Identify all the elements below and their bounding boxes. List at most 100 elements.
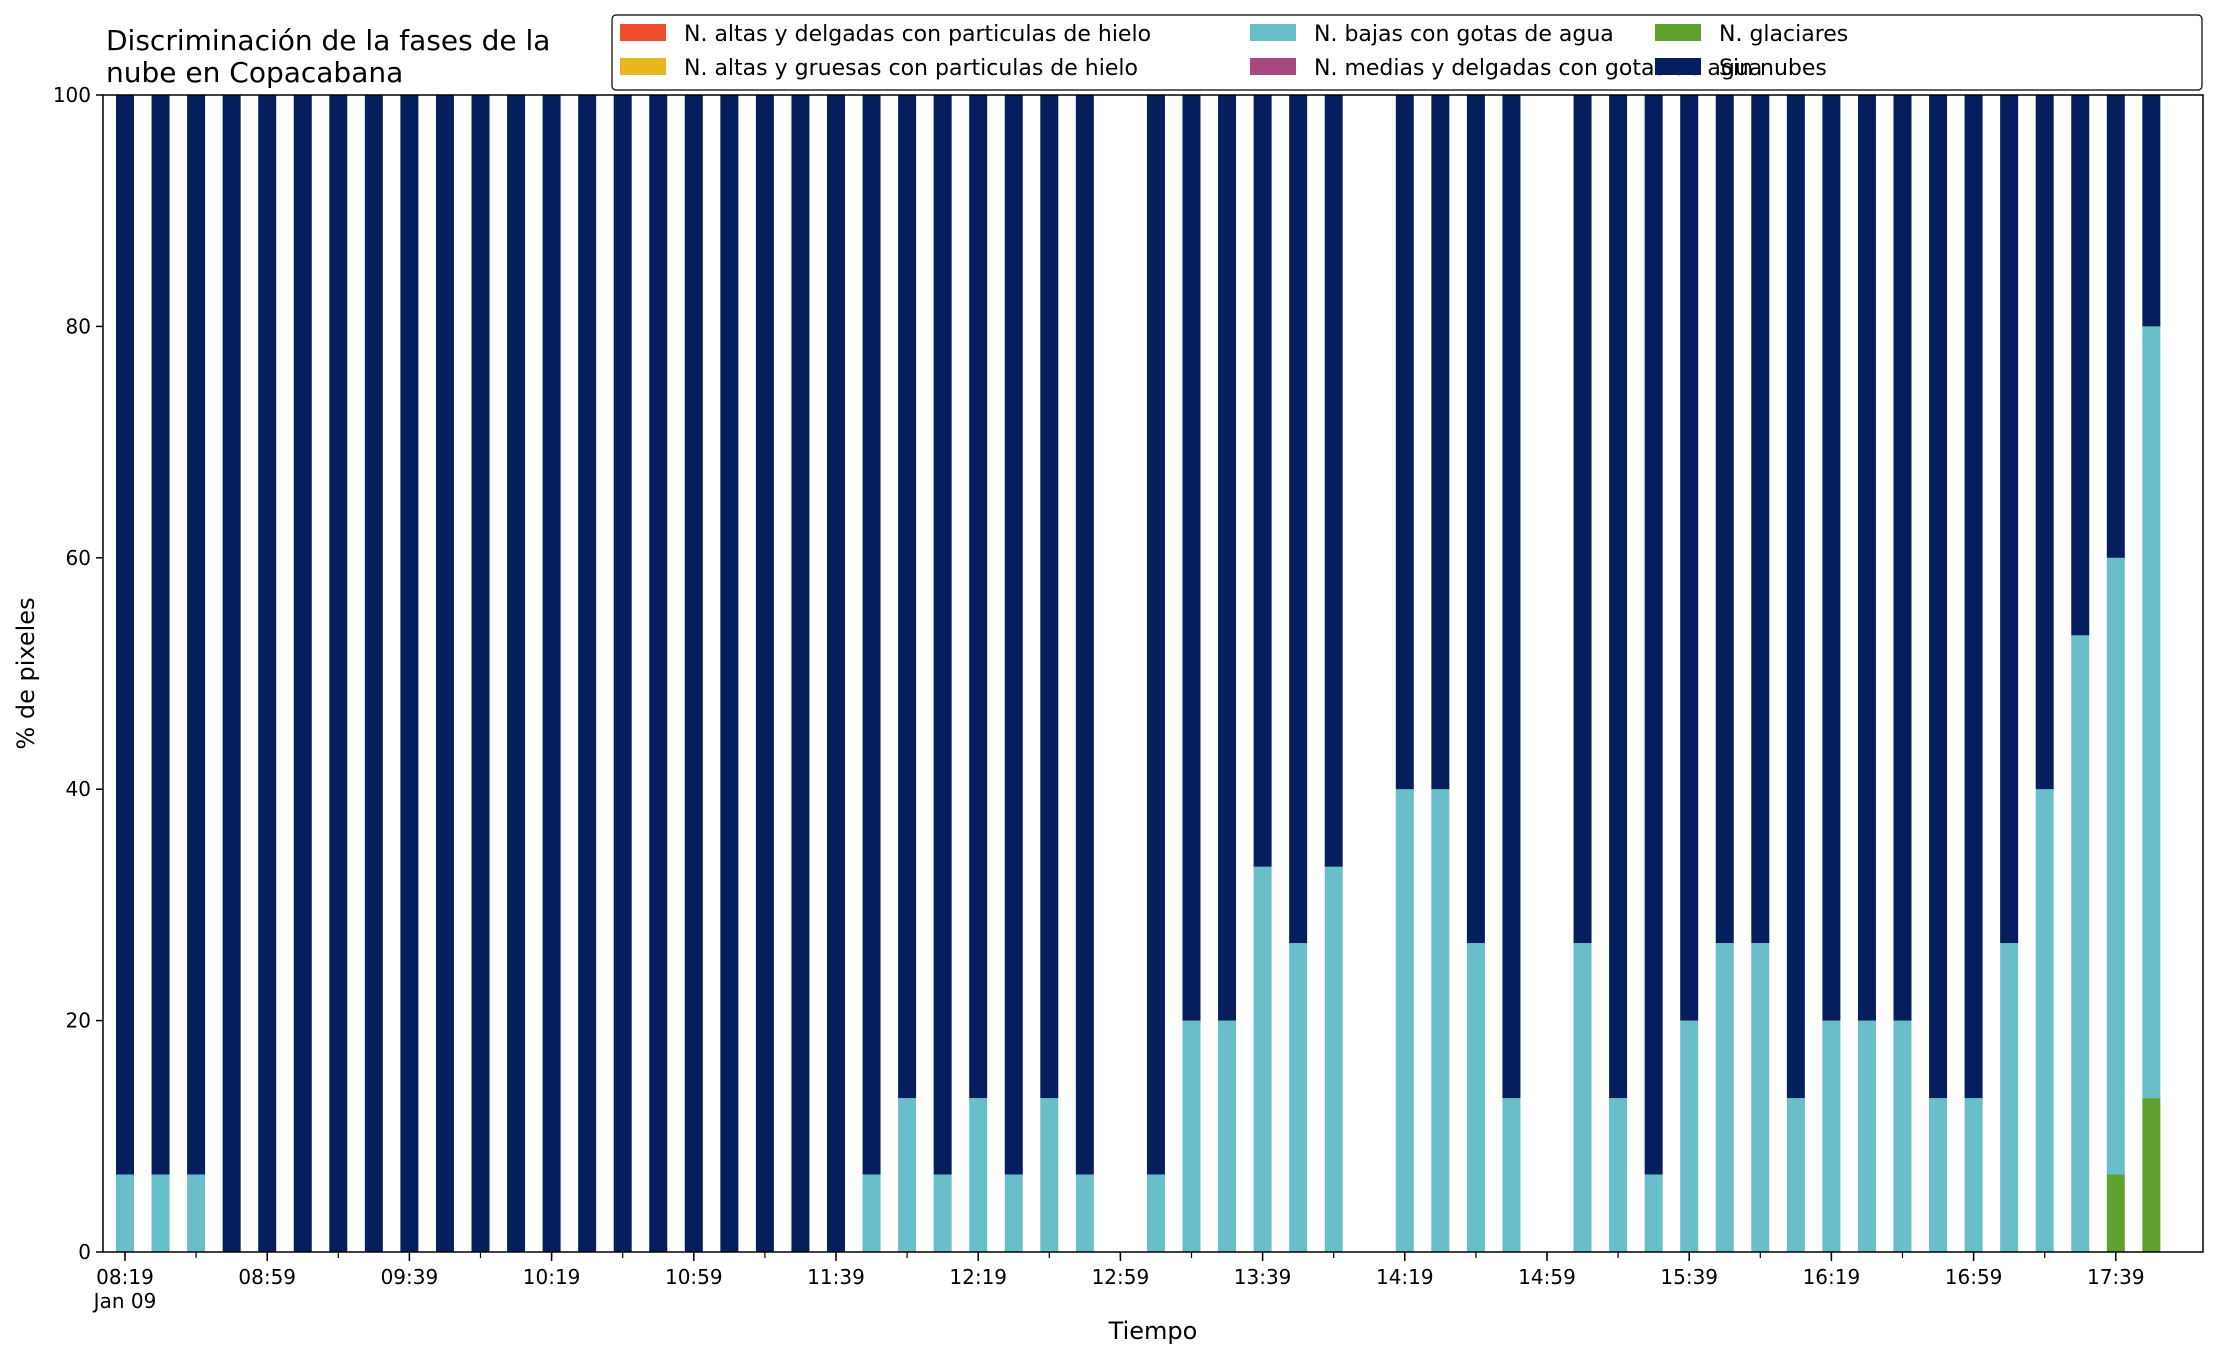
bar-segment <box>1680 95 1699 1021</box>
bar-segment <box>1893 95 1912 1021</box>
bar-segment <box>2035 789 2054 1252</box>
bar-segment <box>755 95 774 1252</box>
bar-segment <box>435 95 454 1252</box>
bar-segment <box>1929 1098 1948 1252</box>
legend-swatch <box>1250 58 1296 75</box>
legend-label: N. bajas con gotas de agua <box>1314 22 1614 47</box>
bar-segment <box>151 1174 170 1252</box>
y-tick-label: 20 <box>66 1009 91 1033</box>
bar-segment <box>862 1174 881 1252</box>
bar-segment <box>1218 1020 1237 1252</box>
bar-segment <box>1431 789 1450 1252</box>
x-tick-label: 13:39 <box>1234 1265 1292 1289</box>
x-tick-sublabel: Jan 09 <box>92 1289 157 1313</box>
bar-segment <box>1964 1098 1983 1252</box>
bar-segment <box>1751 95 1770 944</box>
bar-segment <box>1609 1098 1628 1252</box>
bar-segment <box>1040 1098 1059 1252</box>
bar-segment <box>258 95 277 1252</box>
bar-segment <box>862 95 881 1175</box>
bar-segment <box>969 95 988 1099</box>
bar-segment <box>1182 1020 1201 1252</box>
bar-segment <box>1146 95 1165 1175</box>
bar-segment <box>1466 95 1485 944</box>
bar-segment <box>1395 789 1414 1252</box>
x-axis-label: Tiempo <box>1108 1317 1198 1345</box>
bar-segment <box>1075 1174 1094 1252</box>
x-tick-label: 08:19 <box>96 1265 154 1289</box>
bar-segment <box>1609 95 1628 1099</box>
bar-segment <box>2071 95 2090 636</box>
x-tick-label: 16:19 <box>1803 1265 1861 1289</box>
bar-segment <box>2142 1098 2161 1252</box>
bar-segment <box>1502 1098 1521 1252</box>
bar-segment <box>1857 1020 1876 1252</box>
bar-segment <box>1715 943 1734 1252</box>
bar-segment <box>1182 95 1201 1021</box>
x-tick-label: 12:59 <box>1092 1265 1150 1289</box>
legend-label: N. altas y gruesas con particulas de hie… <box>684 56 1138 81</box>
x-tick-label: 17:39 <box>2087 1265 2145 1289</box>
y-tick-label: 80 <box>66 314 91 338</box>
bar-segment <box>2142 326 2161 1099</box>
x-tick-label: 11:39 <box>807 1265 865 1289</box>
bar-segment <box>1431 95 1450 790</box>
bar-segment <box>2071 635 2090 1252</box>
bar-segment <box>1822 95 1841 1021</box>
bar-segment <box>2142 95 2161 327</box>
bar-segment <box>1644 1174 1663 1252</box>
x-tick-label: 16:59 <box>1945 1265 2003 1289</box>
bar-segment <box>1395 95 1414 790</box>
bar-segment <box>791 95 810 1252</box>
bar-segment <box>969 1098 988 1252</box>
bar-segment <box>1680 1020 1699 1252</box>
bar-segment <box>293 95 312 1252</box>
bar-segment <box>1004 95 1023 1175</box>
bar-segment <box>1324 95 1343 867</box>
bar-segment <box>1786 1098 1805 1252</box>
bar-segment <box>507 95 526 1252</box>
bar-segment <box>1146 1174 1165 1252</box>
legend: N. altas y delgadas con particulas de hi… <box>611 14 2203 91</box>
legend-box <box>611 14 2203 91</box>
bar-segment <box>933 1174 952 1252</box>
bar-segment <box>364 95 383 1252</box>
x-tick-label: 10:59 <box>665 1265 723 1289</box>
bar-segment <box>898 95 917 1099</box>
y-tick-label: 60 <box>66 546 91 570</box>
bar-segment <box>542 95 561 1252</box>
bar-segment <box>1822 1020 1841 1252</box>
bar-segment <box>1857 95 1876 1021</box>
x-tick-label: 12:19 <box>949 1265 1007 1289</box>
bar-segment <box>116 95 134 1175</box>
bar-segment <box>2000 943 2019 1252</box>
bar-segment <box>1218 95 1237 1021</box>
bar-segment <box>1466 943 1485 1252</box>
bar-segment <box>400 95 419 1252</box>
bar-segment <box>1075 95 1094 1175</box>
bar-segment <box>2106 1174 2125 1252</box>
legend-label: N. glaciares <box>1719 22 1848 47</box>
bar-segment <box>187 95 206 1175</box>
x-tick-label: 14:59 <box>1518 1265 1576 1289</box>
y-axis: 0 20 40 60 80 100 <box>53 83 103 1264</box>
bar-segment <box>1964 95 1983 1099</box>
y-tick-label: 100 <box>53 83 91 107</box>
bar-segment <box>187 1174 206 1252</box>
bar-segment <box>613 95 632 1252</box>
bar-segment <box>329 95 348 1252</box>
legend-swatch <box>620 24 666 41</box>
y-axis-label: % de pixeles <box>12 597 40 749</box>
bar-segment <box>578 95 597 1252</box>
bar-segment <box>1324 866 1343 1252</box>
chart-title-line: nube en Copacabana <box>106 56 403 89</box>
bar-segment <box>684 95 703 1252</box>
bar-segment <box>2106 557 2125 1175</box>
bar-segment <box>898 1098 917 1252</box>
plot-frame <box>102 94 2204 1253</box>
bar-segment <box>1751 943 1770 1252</box>
bar-segment <box>1573 95 1592 944</box>
bar-segment <box>827 95 845 1252</box>
